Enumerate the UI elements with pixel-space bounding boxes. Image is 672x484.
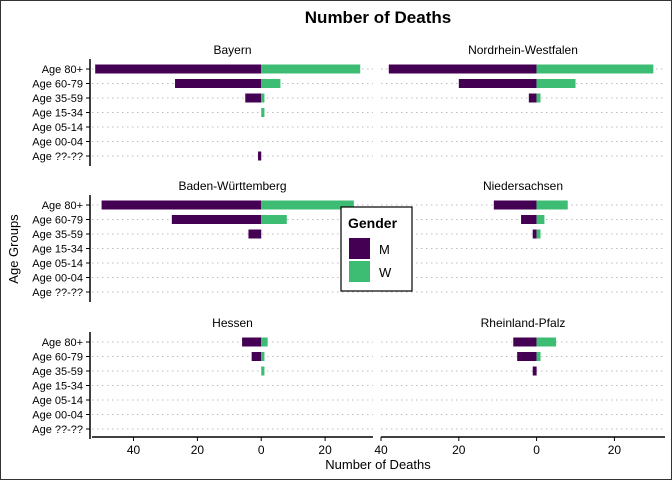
x-tick-label: 0 [533,443,540,457]
y-tick-label: Age 00-04 [32,410,83,422]
panel-title: Nordrhein-Westfalen [468,43,578,57]
panel-title: Bayern [213,43,251,57]
bar-w-age-35-59 [261,366,265,376]
bar-w-age-80 [261,337,268,347]
bar-m-age-80 [388,64,537,74]
bar-m-age-80 [242,337,262,347]
y-tick-label: Age 60-79 [32,352,83,364]
bar-m-age-80 [513,337,537,347]
bar-m-age-80 [101,200,262,210]
bar-w-age-80 [536,337,557,347]
y-tick-label: Age 05-14 [32,122,83,134]
y-tick-label: Age 80+ [42,200,83,212]
bar-w-age-35-59 [536,93,541,103]
panel-baden-wuerttemberg: Baden-Württemberg Age 80+ Age 60-79 Age 35-… [32,179,373,302]
x-tick-label: 40 [127,443,141,457]
y-tick-label: Age 05-14 [32,258,83,270]
panel-bayern: Bayern Age 80+ Age 60-79 Age 35-59 Age 15-34… [32,43,373,166]
bar-w-age-60-79 [536,215,545,224]
y-tick-label: Age 00-04 [32,273,83,285]
bar-m-age-60-79 [175,79,262,88]
bar-m-age-60-79 [458,79,537,88]
panel-title: Niedersachsen [483,179,563,193]
bar-w-age-60-79 [536,352,541,361]
panel-rheinland-pfalz: Rheinland-Pfalz 40 20 0 20 [374,316,665,457]
y-tick-label: Age 35-59 [32,229,83,241]
bar-m-age-60-79 [521,215,537,224]
bar-w-age-80 [536,64,654,74]
panel-title: Baden-Württemberg [178,179,286,193]
panel-title: Hessen [212,316,253,330]
y-tick-label: Age 15-34 [32,108,83,120]
bar-w-age-60-79 [261,215,287,224]
y-tick-label: Age 35-59 [32,366,83,378]
bar-w-age-15-34 [261,108,265,117]
bar-m-age-60-79 [251,352,262,361]
bar-m-age-35-59 [532,229,537,239]
bar-w-age-60-79 [261,79,281,88]
y-tick-label: Age ??-?? [32,151,83,163]
bar-w-age-80 [261,64,361,74]
y-tick-label: Age 80+ [42,64,83,76]
x-tick-label: 40 [374,443,388,457]
x-tick-label: 20 [191,443,205,457]
legend-swatch-m [349,238,370,259]
bar-m-age-80 [95,64,262,74]
x-tick-label: 0 [258,443,265,457]
x-tick-label: 20 [318,443,332,457]
bar-m-age-60-79 [171,215,262,224]
bar-m-age-60-79 [517,352,537,361]
legend-label-w: W [379,265,392,280]
legend: Gender M W [340,206,413,292]
x-axis-label: Number of Deaths [325,457,431,472]
legend-title: Gender [348,215,398,231]
bar-m-age-35-59 [532,366,537,376]
bar-w-age-60-79 [261,352,265,361]
chart-title: Number of Deaths [305,8,451,27]
bar-m-age-80 [493,200,537,210]
bar-m-age [258,151,262,161]
bar-m-age-35-59 [528,93,537,103]
y-tick-label: Age 35-59 [32,93,83,105]
panel-nordrhein-westfalen: Nordrhein-Westfalen [381,43,665,157]
legend-label-m: M [379,242,390,257]
bar-w-age-80 [536,200,568,210]
panel-niedersachsen: Niedersachsen [381,179,665,293]
bar-w-age-60-79 [536,79,576,88]
bar-w-age-35-59 [536,229,541,239]
y-tick-label: Age 80+ [42,337,83,349]
y-tick-label: Age 05-14 [32,395,83,407]
y-tick-label: Age 15-34 [32,381,83,393]
y-tick-label: Age ??-?? [32,424,83,436]
bar-m-age-35-59 [245,93,262,103]
y-tick-label: Age 60-79 [32,79,83,91]
bar-w-age-35-59 [261,93,265,103]
y-tick-label: Age 60-79 [32,215,83,227]
x-tick-label: 20 [452,443,466,457]
y-tick-label: Age ??-?? [32,287,83,299]
y-tick-label: Age 00-04 [32,137,83,149]
bar-w-age-80 [261,200,354,210]
panel-title: Rheinland-Pfalz [481,316,566,330]
y-tick-label: Age 15-34 [32,244,83,256]
legend-swatch-w [349,261,370,282]
y-axis-label: Age Groups [6,214,21,284]
panels: Bayern Age 80+ Age 60-79 Age 35-59 Age 15-34… [32,43,665,457]
x-tick-label: 20 [608,443,622,457]
panel-hessen: Hessen Age 80+ Age 60-79 Age 35-59 Age 15-34… [32,316,373,457]
bar-m-age-35-59 [248,229,262,239]
